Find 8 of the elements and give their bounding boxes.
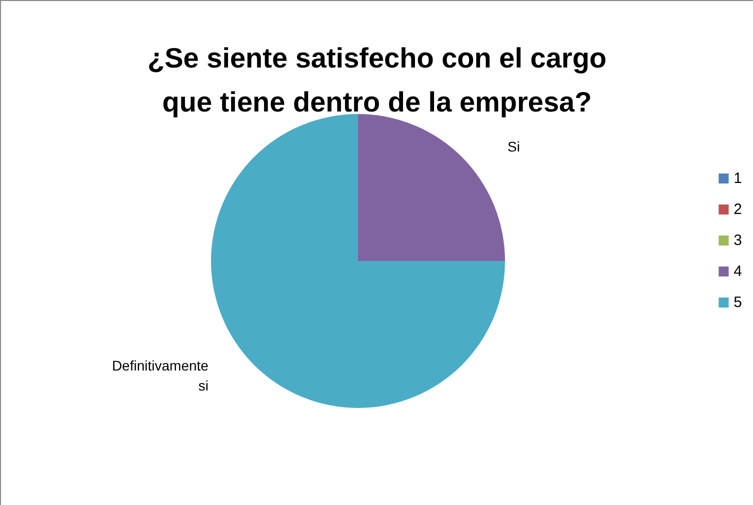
chart-title: ¿Se siente satisfecho con el cargo que tiene dentro de la empresa? [147,42,607,118]
legend-label: 4 [734,263,742,280]
legend-label: 1 [734,170,742,187]
data-label: Definitivamente si [112,358,209,394]
legend-label: 3 [734,232,742,249]
legend-label: 2 [734,201,742,218]
legend-label: 5 [734,294,742,311]
data-label: Si [508,138,520,154]
